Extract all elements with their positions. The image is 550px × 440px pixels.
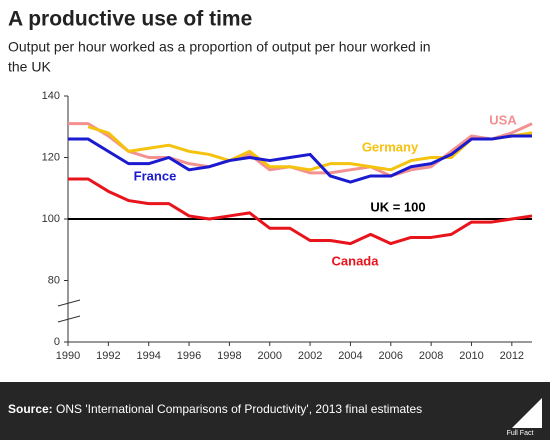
subtitle: the UK bbox=[8, 59, 51, 75]
logo-mark bbox=[512, 398, 542, 428]
y-tick-label: 80 bbox=[48, 274, 60, 286]
x-tick-label: 1992 bbox=[96, 350, 120, 362]
y-tick-label: 100 bbox=[42, 213, 60, 225]
y-tick-label: 0 bbox=[54, 336, 60, 348]
axis-break bbox=[57, 315, 81, 323]
x-tick-label: 2004 bbox=[338, 350, 362, 362]
series-line bbox=[87, 125, 533, 172]
x-tick-label: 1990 bbox=[56, 350, 80, 362]
x-tick-label: 2002 bbox=[298, 350, 322, 362]
axis-break bbox=[57, 299, 81, 307]
series-line bbox=[68, 122, 533, 178]
source: Source: ONS 'International Comparisons o… bbox=[8, 402, 422, 416]
logo: Full Fact bbox=[507, 430, 534, 437]
x-tick-label: 2012 bbox=[500, 350, 524, 362]
reference-label: UK = 100 bbox=[370, 199, 425, 214]
x-tick-label: 2006 bbox=[379, 350, 403, 362]
series-label: USA bbox=[489, 112, 517, 127]
y-tick-label: 120 bbox=[42, 151, 60, 163]
x-tick-label: 2008 bbox=[419, 350, 443, 362]
series-line bbox=[68, 134, 532, 184]
series-label: France bbox=[134, 168, 177, 183]
y-tick-label: 140 bbox=[42, 90, 60, 102]
source-text: ONS 'International Comparisons of Produc… bbox=[56, 402, 422, 416]
series-line bbox=[68, 177, 533, 246]
source-label: Source: bbox=[8, 402, 53, 416]
x-tick-label: 2010 bbox=[459, 350, 483, 362]
subtitle: Output per hour worked as a proportion o… bbox=[8, 39, 431, 55]
series-label: Germany bbox=[362, 139, 419, 154]
chart-title: A productive use of time bbox=[8, 8, 252, 31]
x-tick-label: 1996 bbox=[177, 350, 201, 362]
x-tick-label: 1994 bbox=[136, 350, 160, 362]
footer bbox=[0, 382, 550, 440]
series-label: Canada bbox=[332, 253, 380, 268]
x-tick-label: 1998 bbox=[217, 350, 241, 362]
x-tick-label: 2000 bbox=[257, 350, 281, 362]
